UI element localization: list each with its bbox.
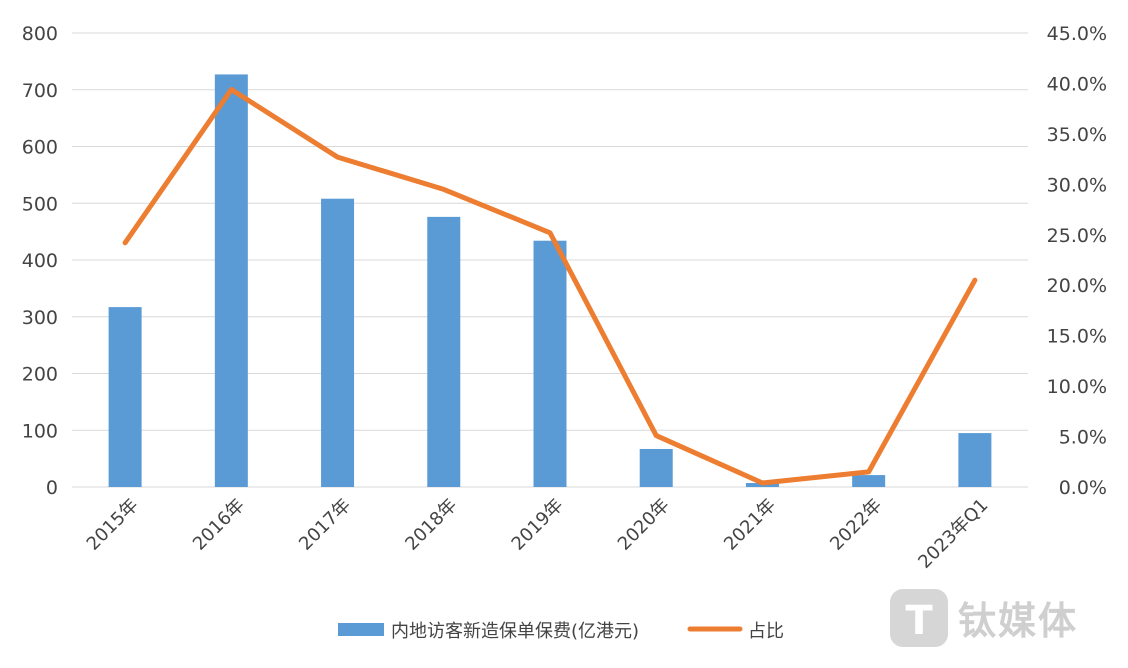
legend-label-line: 占比 (748, 621, 784, 642)
bar (639, 448, 673, 487)
right-tick-label: 15.0% (1047, 326, 1107, 348)
legend: 内地访客新造保单保费(亿港元) 占比 (338, 621, 784, 642)
line-series (122, 86, 978, 486)
x-tick-label: 2022年 (826, 495, 886, 555)
legend-swatch-bar (338, 623, 384, 636)
left-axis-ticks: 0 100 200 300 400 500 600 700 800 (22, 23, 58, 499)
x-axis-ticks: 2015年 2016年 2017年 2018年 2019年 2020年 2021年 2022年… (83, 495, 993, 573)
watermark: T 钛媒体 (890, 589, 1078, 647)
bar (852, 475, 886, 487)
bar (427, 216, 461, 487)
x-tick-label: 2015年 (83, 495, 143, 555)
x-tick-label: 2021年 (720, 495, 780, 555)
x-tick-label: 2018年 (401, 495, 461, 555)
right-tick-label: 25.0% (1047, 225, 1107, 247)
left-tick-label: 400 (22, 250, 58, 272)
watermark-logo-icon (890, 589, 948, 647)
x-tick-label: 2023年Q1 (914, 495, 992, 573)
legend-label-bar: 内地访客新造保单保费(亿港元) (391, 621, 639, 642)
x-tick-label: 2019年 (508, 495, 568, 555)
bar (108, 307, 142, 487)
bar (958, 433, 992, 487)
left-tick-label: 0 (46, 477, 58, 499)
left-tick-label: 600 (22, 137, 58, 159)
right-tick-label: 35.0% (1047, 124, 1107, 146)
left-tick-label: 800 (22, 23, 58, 45)
watermark-text: 钛媒体 (958, 599, 1078, 643)
left-tick-label: 200 (22, 364, 58, 386)
right-tick-label: 30.0% (1047, 174, 1107, 196)
right-axis-ticks: 0.0% 5.0% 10.0% 15.0% 20.0% 25.0% 30.0% 35.0% 40… (1047, 23, 1107, 499)
left-tick-label: 100 (22, 420, 58, 442)
right-tick-label: 45.0% (1047, 23, 1107, 45)
left-tick-label: 300 (22, 307, 58, 329)
x-tick-label: 2020年 (614, 495, 674, 555)
x-tick-label: 2017年 (295, 495, 355, 555)
bar (321, 198, 355, 487)
bar (214, 74, 248, 488)
bar-series (108, 74, 992, 488)
left-tick-label: 700 (22, 80, 58, 102)
bar (533, 240, 567, 487)
right-tick-label: 0.0% (1059, 477, 1107, 499)
right-tick-label: 5.0% (1059, 427, 1107, 449)
x-tick-label: 2016年 (189, 495, 249, 555)
watermark-logo-letter: T (905, 598, 933, 644)
right-tick-label: 40.0% (1047, 73, 1107, 95)
right-tick-label: 20.0% (1047, 275, 1107, 297)
right-tick-label: 10.0% (1047, 376, 1107, 398)
left-tick-label: 500 (22, 193, 58, 215)
